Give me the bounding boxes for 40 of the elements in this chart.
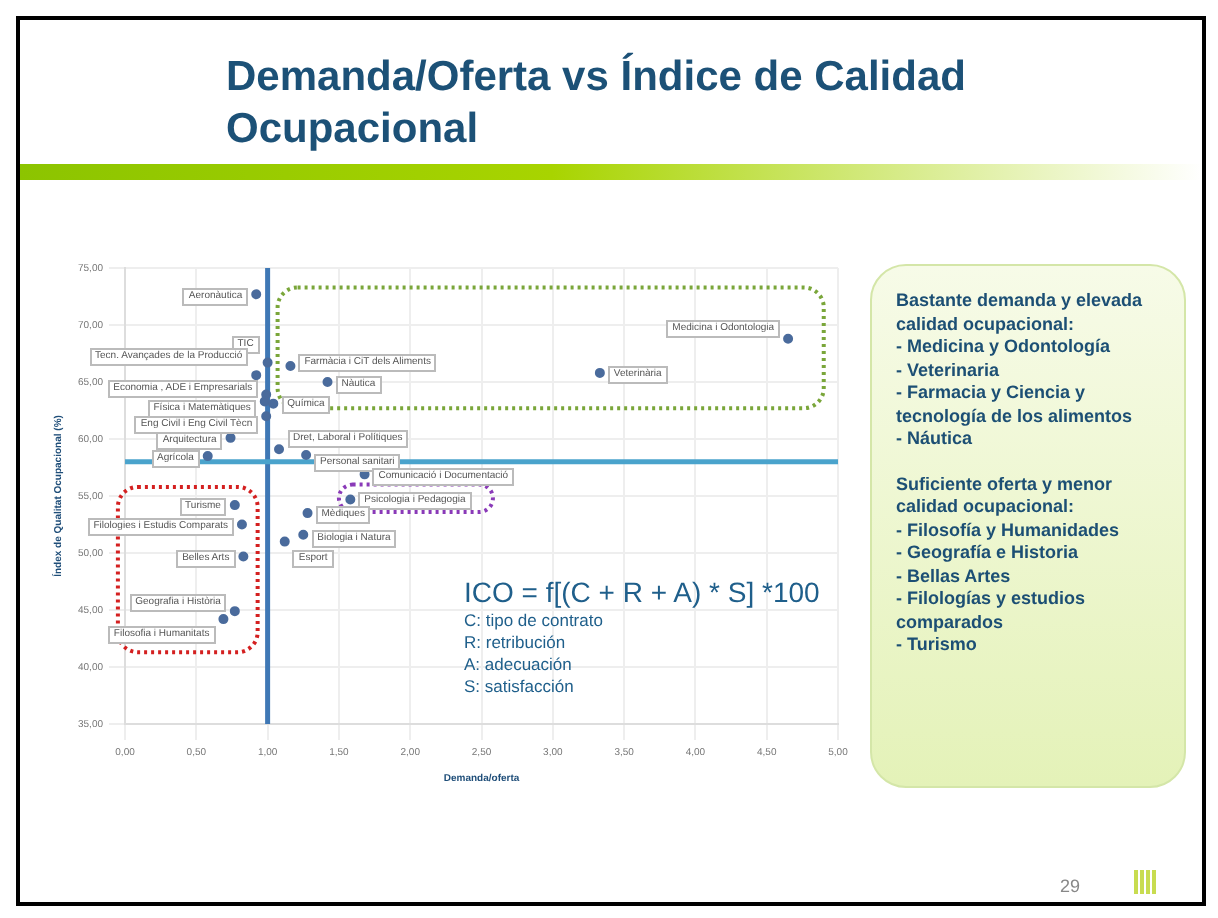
text: Suficiente oferta y menor calidad ocupacional:	[896, 473, 1115, 519]
annotation: ICO = f[(C + R + A) * S] *100	[464, 576, 820, 610]
point	[229, 606, 240, 617]
text: - Medicina y Odontología	[896, 336, 1113, 359]
point	[259, 396, 270, 407]
point	[298, 529, 309, 540]
point	[301, 449, 312, 460]
annotation: A: adecuación	[464, 654, 574, 676]
point	[783, 333, 794, 344]
point	[322, 377, 333, 387]
point	[218, 614, 229, 625]
point	[302, 508, 313, 519]
point	[285, 361, 296, 372]
text: - Veterinaria	[896, 359, 1002, 382]
point	[274, 444, 285, 455]
text: 29	[1060, 876, 1081, 896]
chart-title: Demanda/Oferta vs Índice de Calidad Ocupacional	[226, 52, 968, 156]
annotation: C: tipo de contrato	[464, 610, 605, 632]
point	[251, 370, 262, 381]
text: - Geografía e Historia	[896, 542, 1081, 565]
text: - Náutica	[896, 428, 975, 451]
point	[202, 451, 213, 462]
text: Bastante demanda y elevada calidad ocupacional:	[896, 290, 1145, 336]
annotation: S: satisfacción	[464, 676, 576, 698]
point	[251, 289, 262, 300]
point	[229, 500, 240, 511]
point	[594, 367, 605, 378]
text: - Filologías y estudios comparados	[896, 588, 1088, 634]
text: - Farmacia y Ciencia y tecnología de los alimentos	[896, 382, 1135, 428]
point	[238, 551, 249, 562]
annotation: R: retribución	[464, 632, 568, 654]
point	[268, 398, 279, 409]
point	[345, 494, 356, 505]
text: - Turismo	[896, 634, 979, 657]
text: - Bellas Artes	[896, 565, 1013, 588]
point	[236, 519, 247, 530]
point	[262, 357, 273, 368]
point	[279, 536, 290, 547]
text: - Filosofía y Humanidades	[896, 519, 1122, 542]
point	[261, 411, 272, 422]
